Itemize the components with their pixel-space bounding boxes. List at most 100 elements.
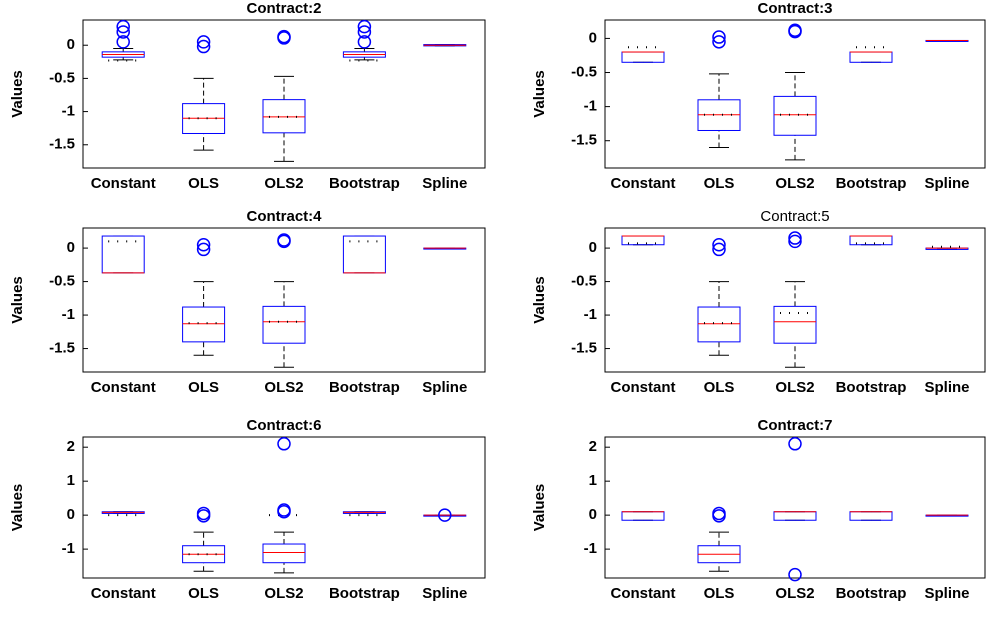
x-tick-label: Bootstrap — [836, 585, 907, 602]
x-tick-label: OLS2 — [775, 175, 814, 192]
y-tick-label: -1.5 — [49, 340, 75, 357]
axes-frame — [82, 436, 486, 579]
outlier — [116, 35, 130, 49]
x-tick-label: OLS2 — [264, 379, 303, 396]
y-tick-label: -1.5 — [571, 132, 597, 149]
y-tick-label: 2 — [67, 438, 75, 455]
y-tick-label: -0.5 — [49, 69, 75, 86]
x-tick-label: OLS — [704, 585, 735, 602]
y-tick-label: 0 — [67, 36, 75, 53]
axes-frame — [604, 19, 986, 169]
x-tick-label: OLS2 — [264, 175, 303, 192]
outlier — [116, 19, 130, 34]
y-tick-label: 0 — [67, 506, 75, 523]
y-tick-label: 0 — [589, 239, 597, 256]
box — [621, 511, 665, 521]
y-tick-label: 1 — [589, 472, 597, 489]
x-tick-label: Constant — [91, 379, 156, 396]
outlier — [277, 31, 291, 45]
outlier — [357, 19, 372, 34]
outlier — [788, 234, 802, 249]
outlier — [196, 509, 211, 523]
outlier — [712, 237, 726, 252]
x-tick-label: Constant — [611, 175, 676, 192]
x-tick-label: Spline — [422, 585, 467, 602]
box — [262, 99, 306, 134]
x-tick-label: Bootstrap — [836, 379, 907, 396]
outlier — [357, 25, 372, 39]
outlier — [438, 508, 452, 522]
y-axis-label: Values — [531, 276, 548, 324]
box — [773, 511, 817, 521]
x-tick-label: Spline — [422, 175, 467, 192]
axes-frame — [604, 227, 986, 373]
x-tick-label: OLS — [188, 175, 219, 192]
box — [849, 511, 893, 521]
subplot-title: Contract:3 — [757, 0, 832, 17]
outlier — [277, 504, 291, 519]
outlier — [788, 23, 802, 37]
box — [262, 543, 306, 564]
outlier — [277, 437, 291, 451]
outlier — [712, 35, 726, 49]
subplot-title: Contract:6 — [246, 417, 321, 434]
box — [182, 306, 226, 343]
x-tick-label: OLS — [188, 379, 219, 396]
x-tick-label: OLS — [704, 175, 735, 192]
x-tick-label: Constant — [91, 175, 156, 192]
y-tick-label: 0 — [589, 29, 597, 46]
outlier — [196, 35, 211, 49]
box — [262, 305, 306, 344]
subplot-title: Contract:7 — [757, 417, 832, 434]
outlier — [712, 242, 726, 257]
y-tick-label: 0 — [589, 506, 597, 523]
outlier — [277, 234, 291, 249]
y-tick-label: -1.5 — [571, 340, 597, 357]
x-tick-label: Bootstrap — [329, 379, 400, 396]
outlier — [357, 35, 372, 49]
x-tick-label: OLS — [188, 585, 219, 602]
subplot-title: Contract:5 — [760, 208, 829, 225]
x-tick-label: Constant — [611, 379, 676, 396]
box — [773, 305, 817, 344]
y-axis-label: Values — [531, 484, 548, 532]
x-tick-label: OLS2 — [775, 585, 814, 602]
x-tick-label: Constant — [91, 585, 156, 602]
y-tick-label: -1.5 — [49, 136, 75, 153]
x-tick-label: Spline — [924, 379, 969, 396]
y-tick-label: -1 — [62, 103, 75, 120]
box — [849, 51, 893, 63]
x-tick-label: OLS2 — [775, 379, 814, 396]
y-tick-label: -1 — [62, 306, 75, 323]
y-tick-label: -1 — [62, 540, 75, 557]
x-tick-label: Spline — [924, 175, 969, 192]
x-tick-label: Bootstrap — [329, 175, 400, 192]
box — [773, 95, 817, 136]
outlier — [196, 39, 211, 54]
y-tick-label: 1 — [67, 472, 75, 489]
axes-frame — [604, 436, 986, 579]
axes-frame — [82, 19, 486, 169]
outlier — [712, 509, 726, 523]
subplot-title: Contract:2 — [246, 0, 321, 17]
y-axis-label: Values — [9, 276, 26, 324]
outlier — [116, 25, 130, 39]
outlier — [788, 437, 802, 451]
x-tick-label: Spline — [422, 379, 467, 396]
box — [697, 306, 741, 343]
y-tick-label: 2 — [589, 438, 597, 455]
y-tick-label: -0.5 — [571, 63, 597, 80]
outlier — [788, 567, 802, 582]
outlier — [788, 231, 802, 245]
x-tick-label: OLS2 — [264, 585, 303, 602]
y-tick-label: -0.5 — [571, 273, 597, 290]
y-tick-label: -1 — [584, 98, 597, 115]
y-tick-label: -1 — [584, 540, 597, 557]
y-tick-label: -0.5 — [49, 273, 75, 290]
outlier — [196, 242, 211, 257]
y-tick-label: 0 — [67, 239, 75, 256]
outlier — [196, 237, 211, 252]
outlier — [712, 30, 726, 44]
y-axis-label: Values — [9, 484, 26, 532]
